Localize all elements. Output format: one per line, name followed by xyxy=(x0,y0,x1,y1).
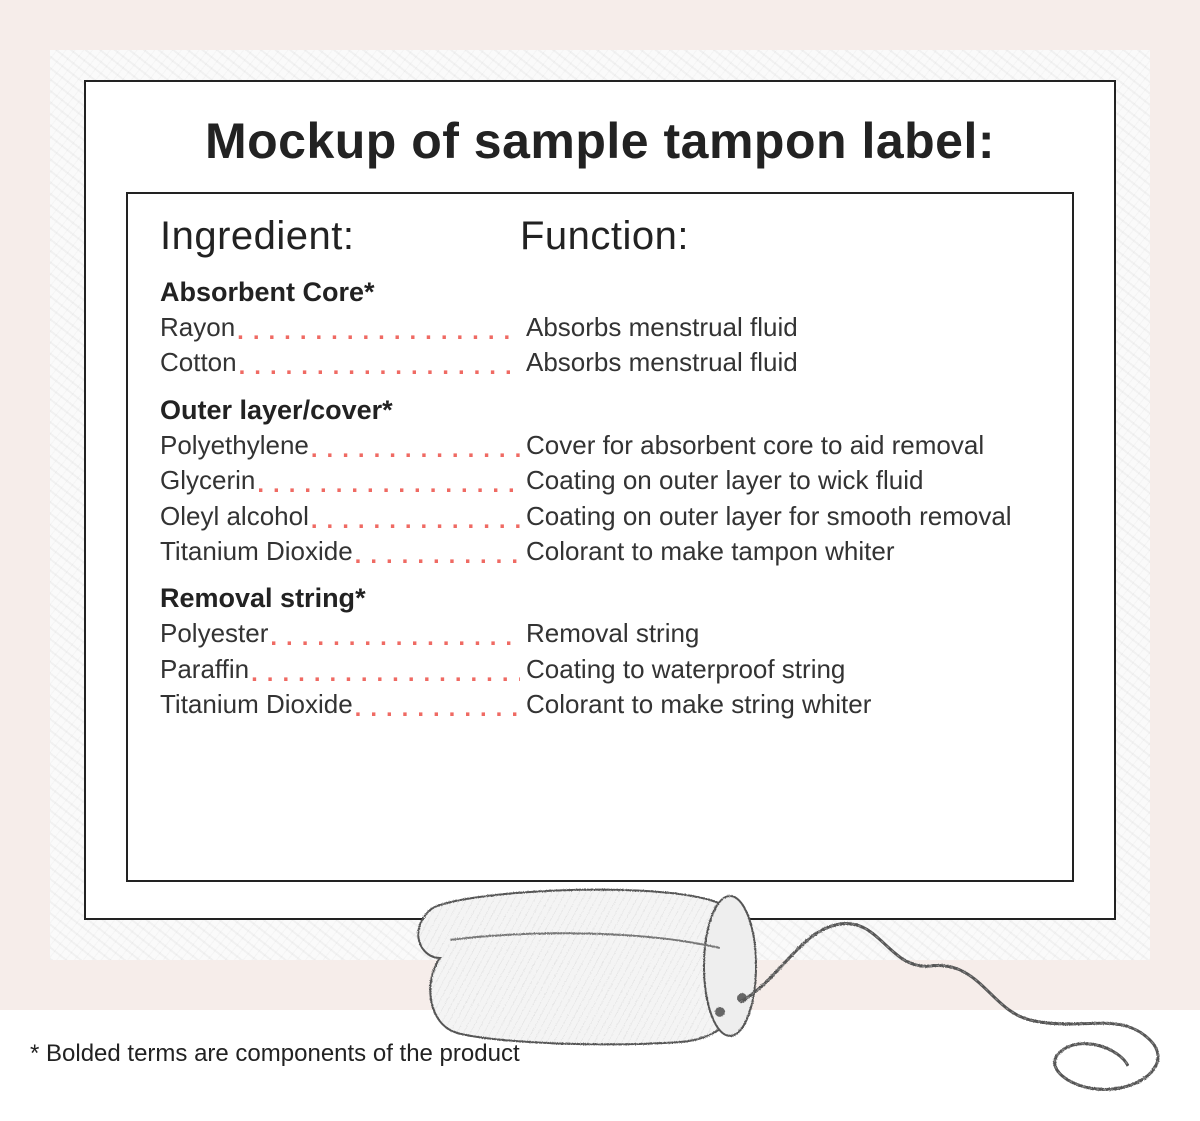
columns-header: Ingredient: Function: xyxy=(160,214,1040,259)
function-cell: Colorant to make tampon whiter xyxy=(520,534,1040,569)
ingredient-row: Titanium Dioxide........................… xyxy=(160,687,1040,722)
ingredient-name: Glycerin xyxy=(160,463,255,498)
dot-leader: ........................................ xyxy=(353,693,520,725)
dot-leader: ........................................ xyxy=(235,316,520,348)
ingredient-row: Polyethylene............................… xyxy=(160,428,1040,463)
ingredient-cell: Rayon...................................… xyxy=(160,310,520,345)
section-title: Absorbent Core* xyxy=(160,277,1040,308)
ingredient-row: Titanium Dioxide........................… xyxy=(160,534,1040,569)
ingredient-column-header: Ingredient: xyxy=(160,214,520,259)
ingredient-cell: Cotton..................................… xyxy=(160,345,520,380)
ingredient-section: Removal string*Polyester................… xyxy=(160,583,1040,722)
ingredient-name: Rayon xyxy=(160,310,235,345)
ingredient-name: Paraffin xyxy=(160,652,249,687)
sections-container: Absorbent Core*Rayon....................… xyxy=(160,277,1040,723)
ingredient-name: Polyethylene xyxy=(160,428,309,463)
function-cell: Absorbs menstrual fluid xyxy=(520,345,1040,380)
function-cell: Coating on outer layer to wick fluid xyxy=(520,463,1040,498)
section-title-text: Removal string xyxy=(160,583,355,613)
ingredient-name: Titanium Dioxide xyxy=(160,687,353,722)
dot-leader: ........................................ xyxy=(237,351,520,383)
function-cell: Coating on outer layer for smooth remova… xyxy=(520,499,1040,534)
ingredient-name: Cotton xyxy=(160,345,237,380)
function-cell: Cover for absorbent core to aid removal xyxy=(520,428,1040,463)
ingredient-name: Oleyl alcohol xyxy=(160,499,309,534)
ingredient-cell: Oleyl alcohol...........................… xyxy=(160,499,520,534)
function-column-header: Function: xyxy=(520,214,1040,259)
ingredient-name: Polyester xyxy=(160,616,268,651)
asterisk: * xyxy=(382,395,393,425)
card-title: Mockup of sample tampon label: xyxy=(126,112,1074,170)
asterisk: * xyxy=(355,583,366,613)
ingredient-row: Glycerin................................… xyxy=(160,463,1040,498)
ingredient-cell: Paraffin................................… xyxy=(160,652,520,687)
label-card: Mockup of sample tampon label: Ingredien… xyxy=(84,80,1116,920)
label-box: Ingredient: Function: Absorbent Core*Ray… xyxy=(126,192,1074,882)
section-title: Outer layer/cover* xyxy=(160,395,1040,426)
ingredient-row: Polyester...............................… xyxy=(160,616,1040,651)
dot-leader: ........................................ xyxy=(268,622,520,654)
dot-leader: ........................................ xyxy=(353,540,520,572)
ingredient-row: Paraffin................................… xyxy=(160,652,1040,687)
sketch-background: Mockup of sample tampon label: Ingredien… xyxy=(50,50,1150,960)
ingredient-cell: Glycerin................................… xyxy=(160,463,520,498)
function-cell: Absorbs menstrual fluid xyxy=(520,310,1040,345)
dot-leader: ........................................ xyxy=(249,658,520,690)
ingredient-cell: Titanium Dioxide........................… xyxy=(160,687,520,722)
ingredient-section: Absorbent Core*Rayon....................… xyxy=(160,277,1040,381)
ingredient-cell: Polyester...............................… xyxy=(160,616,520,651)
dot-leader: ........................................ xyxy=(309,505,520,537)
ingredient-row: Rayon...................................… xyxy=(160,310,1040,345)
ingredient-cell: Titanium Dioxide........................… xyxy=(160,534,520,569)
section-title: Removal string* xyxy=(160,583,1040,614)
dot-leader: ........................................ xyxy=(309,434,520,466)
function-cell: Colorant to make string whiter xyxy=(520,687,1040,722)
ingredient-section: Outer layer/cover*Polyethylene..........… xyxy=(160,395,1040,570)
function-cell: Coating to waterproof string xyxy=(520,652,1040,687)
section-title-text: Outer layer/cover xyxy=(160,395,382,425)
ingredient-cell: Polyethylene............................… xyxy=(160,428,520,463)
section-title-text: Absorbent Core xyxy=(160,277,364,307)
ingredient-name: Titanium Dioxide xyxy=(160,534,353,569)
function-cell: Removal string xyxy=(520,616,1040,651)
footnote: * Bolded terms are components of the pro… xyxy=(30,1040,520,1068)
ingredient-row: Oleyl alcohol...........................… xyxy=(160,499,1040,534)
dot-leader: ........................................ xyxy=(255,469,520,501)
outer-frame: Mockup of sample tampon label: Ingredien… xyxy=(0,0,1200,1010)
ingredient-row: Cotton..................................… xyxy=(160,345,1040,380)
asterisk: * xyxy=(364,277,375,307)
